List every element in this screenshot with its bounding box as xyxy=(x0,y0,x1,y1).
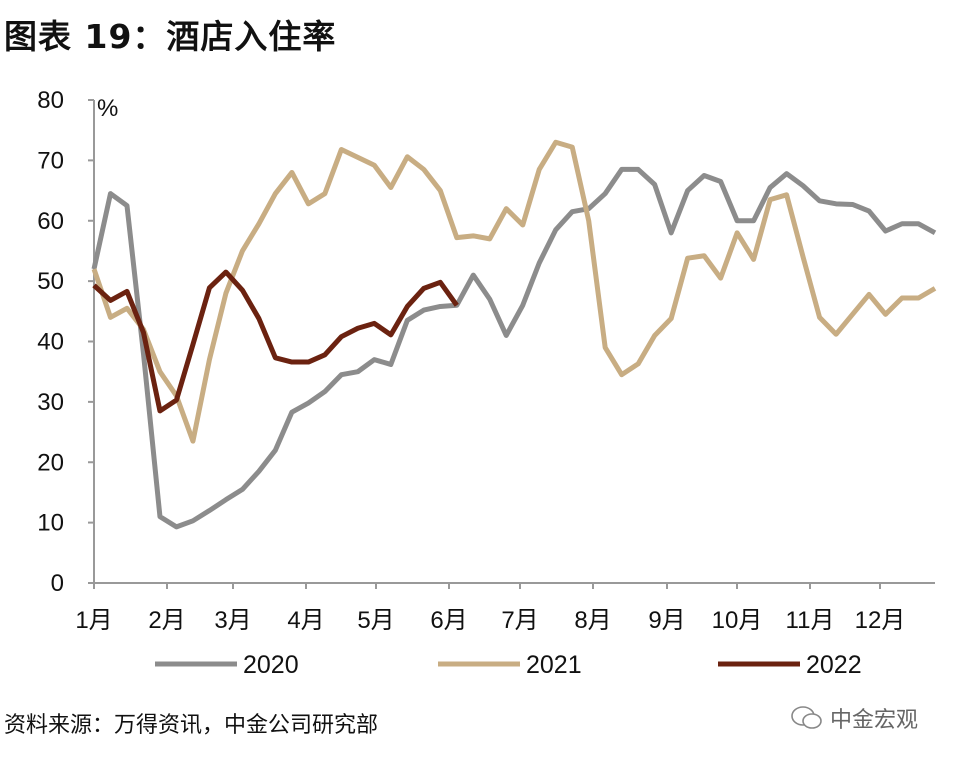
x-tick-label: 9月 xyxy=(648,607,685,634)
x-tick-label: 7月 xyxy=(501,607,538,634)
y-tick-label: 60 xyxy=(37,208,64,235)
y-tick-label: 70 xyxy=(37,147,64,174)
x-tick-label: 10月 xyxy=(712,607,763,634)
x-tick-label: 11月 xyxy=(786,607,835,634)
wechat-icon xyxy=(791,706,822,729)
series-line-2020 xyxy=(91,166,937,530)
y-tick-label: 30 xyxy=(37,389,64,416)
figure-title: 图表 19：酒店入住率 xyxy=(4,17,337,56)
x-tick-label: 4月 xyxy=(287,607,324,634)
x-tick-label: 1月 xyxy=(75,607,112,634)
y-tick-label: 50 xyxy=(37,268,64,295)
series-line-2022 xyxy=(92,269,459,414)
x-tick-label: 2月 xyxy=(148,607,185,634)
y-tick-label: 40 xyxy=(37,329,64,356)
x-tick-label: 8月 xyxy=(574,607,611,634)
y-tick-label: 10 xyxy=(37,510,64,537)
y-tick-label: 20 xyxy=(37,449,64,476)
line-chart: 0 10 20 30 40 50 60 70 80 % 1月 2月 3月 4月 5月 6月 7月 8月 9月 10月 1… xyxy=(37,87,937,679)
x-tick-label: 12月 xyxy=(855,607,906,634)
watermark-text: 中金宏观 xyxy=(830,708,919,733)
y-tick-label: 0 xyxy=(51,570,64,597)
y-axis-unit: % xyxy=(97,95,118,122)
y-tick-label: 80 xyxy=(37,87,64,114)
legend-label-2022: 2022 xyxy=(806,651,862,679)
x-tick-label: 5月 xyxy=(357,607,394,634)
x-tick-label: 6月 xyxy=(430,607,467,634)
watermark: 中金宏观 xyxy=(790,702,918,734)
x-tick-label: 3月 xyxy=(214,607,251,634)
legend-label-2021: 2021 xyxy=(526,651,582,679)
series-line-2021 xyxy=(91,139,937,444)
legend-label-2020: 2020 xyxy=(243,651,299,679)
source-note: 资料来源：万得资讯，中金公司研究部 xyxy=(4,713,379,738)
